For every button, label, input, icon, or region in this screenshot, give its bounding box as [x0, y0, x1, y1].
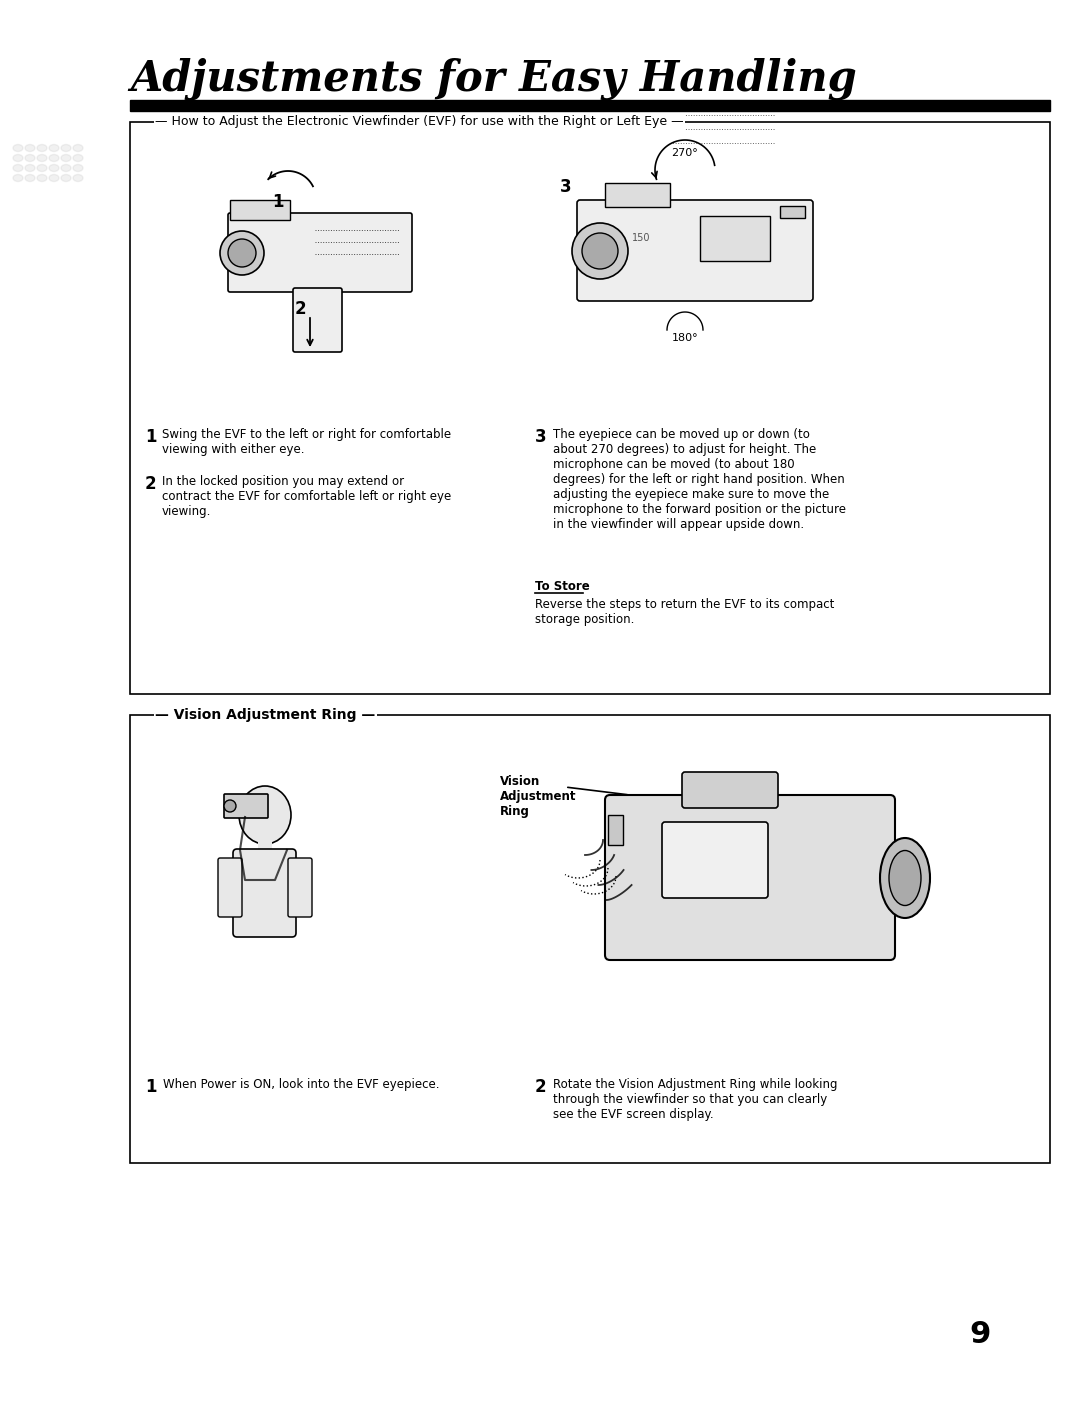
Text: Vision: Vision: [500, 774, 540, 788]
Ellipse shape: [60, 174, 71, 181]
Ellipse shape: [239, 786, 291, 845]
FancyBboxPatch shape: [224, 794, 268, 818]
Ellipse shape: [60, 164, 71, 171]
Bar: [130, 100, 1050, 111]
Text: 3: 3: [535, 428, 546, 446]
Circle shape: [220, 231, 264, 275]
Text: When Power is ON, look into the EVF eyepiece.: When Power is ON, look into the EVF eyep…: [163, 1078, 440, 1092]
Ellipse shape: [880, 838, 930, 918]
Text: 2: 2: [145, 476, 157, 492]
Bar: [130, 716, 1050, 1163]
Ellipse shape: [37, 145, 48, 152]
Circle shape: [228, 239, 256, 267]
Bar: [130, 122, 1050, 694]
Text: 1: 1: [272, 194, 283, 210]
Ellipse shape: [13, 174, 23, 181]
Ellipse shape: [37, 164, 48, 171]
Ellipse shape: [60, 154, 71, 161]
FancyBboxPatch shape: [293, 288, 342, 352]
Circle shape: [582, 233, 618, 269]
FancyBboxPatch shape: [233, 849, 296, 937]
Text: 1: 1: [145, 1078, 157, 1096]
Text: 2: 2: [295, 300, 307, 318]
Ellipse shape: [13, 154, 23, 161]
FancyBboxPatch shape: [288, 859, 312, 918]
Ellipse shape: [60, 145, 71, 152]
Text: 3: 3: [561, 178, 571, 196]
Bar: [230, 201, 291, 220]
Ellipse shape: [49, 145, 59, 152]
Bar: [258, 840, 272, 856]
Ellipse shape: [73, 164, 83, 171]
Text: 150: 150: [632, 233, 650, 243]
FancyBboxPatch shape: [662, 822, 768, 898]
Bar: [605, 182, 670, 208]
Ellipse shape: [49, 164, 59, 171]
Text: — How to Adjust the Electronic Viewfinder (EVF) for use with the Right or Left E: — How to Adjust the Electronic Viewfinde…: [156, 115, 684, 129]
Ellipse shape: [73, 174, 83, 181]
Text: Reverse the steps to return the EVF to its compact
storage position.: Reverse the steps to return the EVF to i…: [535, 598, 835, 626]
Text: — Vision Adjustment Ring —: — Vision Adjustment Ring —: [156, 709, 375, 723]
Text: Ring: Ring: [500, 805, 530, 818]
Bar: [700, 216, 770, 261]
FancyBboxPatch shape: [218, 859, 242, 918]
Ellipse shape: [37, 174, 48, 181]
Ellipse shape: [25, 145, 35, 152]
Circle shape: [224, 800, 237, 812]
Text: Rotate the Vision Adjustment Ring while looking
through the viewfinder so that y: Rotate the Vision Adjustment Ring while …: [553, 1078, 837, 1121]
Text: To Store: To Store: [535, 579, 590, 593]
Ellipse shape: [889, 850, 921, 905]
Text: The eyepiece can be moved up or down (to
about 270 degrees) to adjust for height: The eyepiece can be moved up or down (to…: [553, 428, 846, 530]
Text: In the locked position you may extend or
contract the EVF for comfortable left o: In the locked position you may extend or…: [162, 476, 451, 518]
Text: Adjustments for Easy Handling: Adjustments for Easy Handling: [130, 58, 856, 101]
Ellipse shape: [73, 154, 83, 161]
Text: 2: 2: [535, 1078, 546, 1096]
Text: 270°: 270°: [672, 147, 699, 159]
Text: 9: 9: [970, 1320, 990, 1350]
Ellipse shape: [73, 145, 83, 152]
Circle shape: [572, 223, 627, 279]
Ellipse shape: [25, 174, 35, 181]
FancyBboxPatch shape: [228, 213, 411, 292]
Ellipse shape: [49, 174, 59, 181]
FancyBboxPatch shape: [605, 796, 895, 960]
FancyBboxPatch shape: [681, 772, 778, 808]
Ellipse shape: [25, 154, 35, 161]
Ellipse shape: [13, 164, 23, 171]
Text: Swing the EVF to the left or right for comfortable
viewing with either eye.: Swing the EVF to the left or right for c…: [162, 428, 451, 456]
Bar: [780, 206, 805, 217]
Text: 1: 1: [145, 428, 157, 446]
Ellipse shape: [13, 145, 23, 152]
Ellipse shape: [49, 154, 59, 161]
Text: Adjustment: Adjustment: [500, 790, 577, 803]
Ellipse shape: [37, 154, 48, 161]
FancyBboxPatch shape: [577, 201, 813, 302]
Text: 180°: 180°: [672, 333, 699, 342]
Ellipse shape: [25, 164, 35, 171]
Bar: [608, 815, 623, 845]
